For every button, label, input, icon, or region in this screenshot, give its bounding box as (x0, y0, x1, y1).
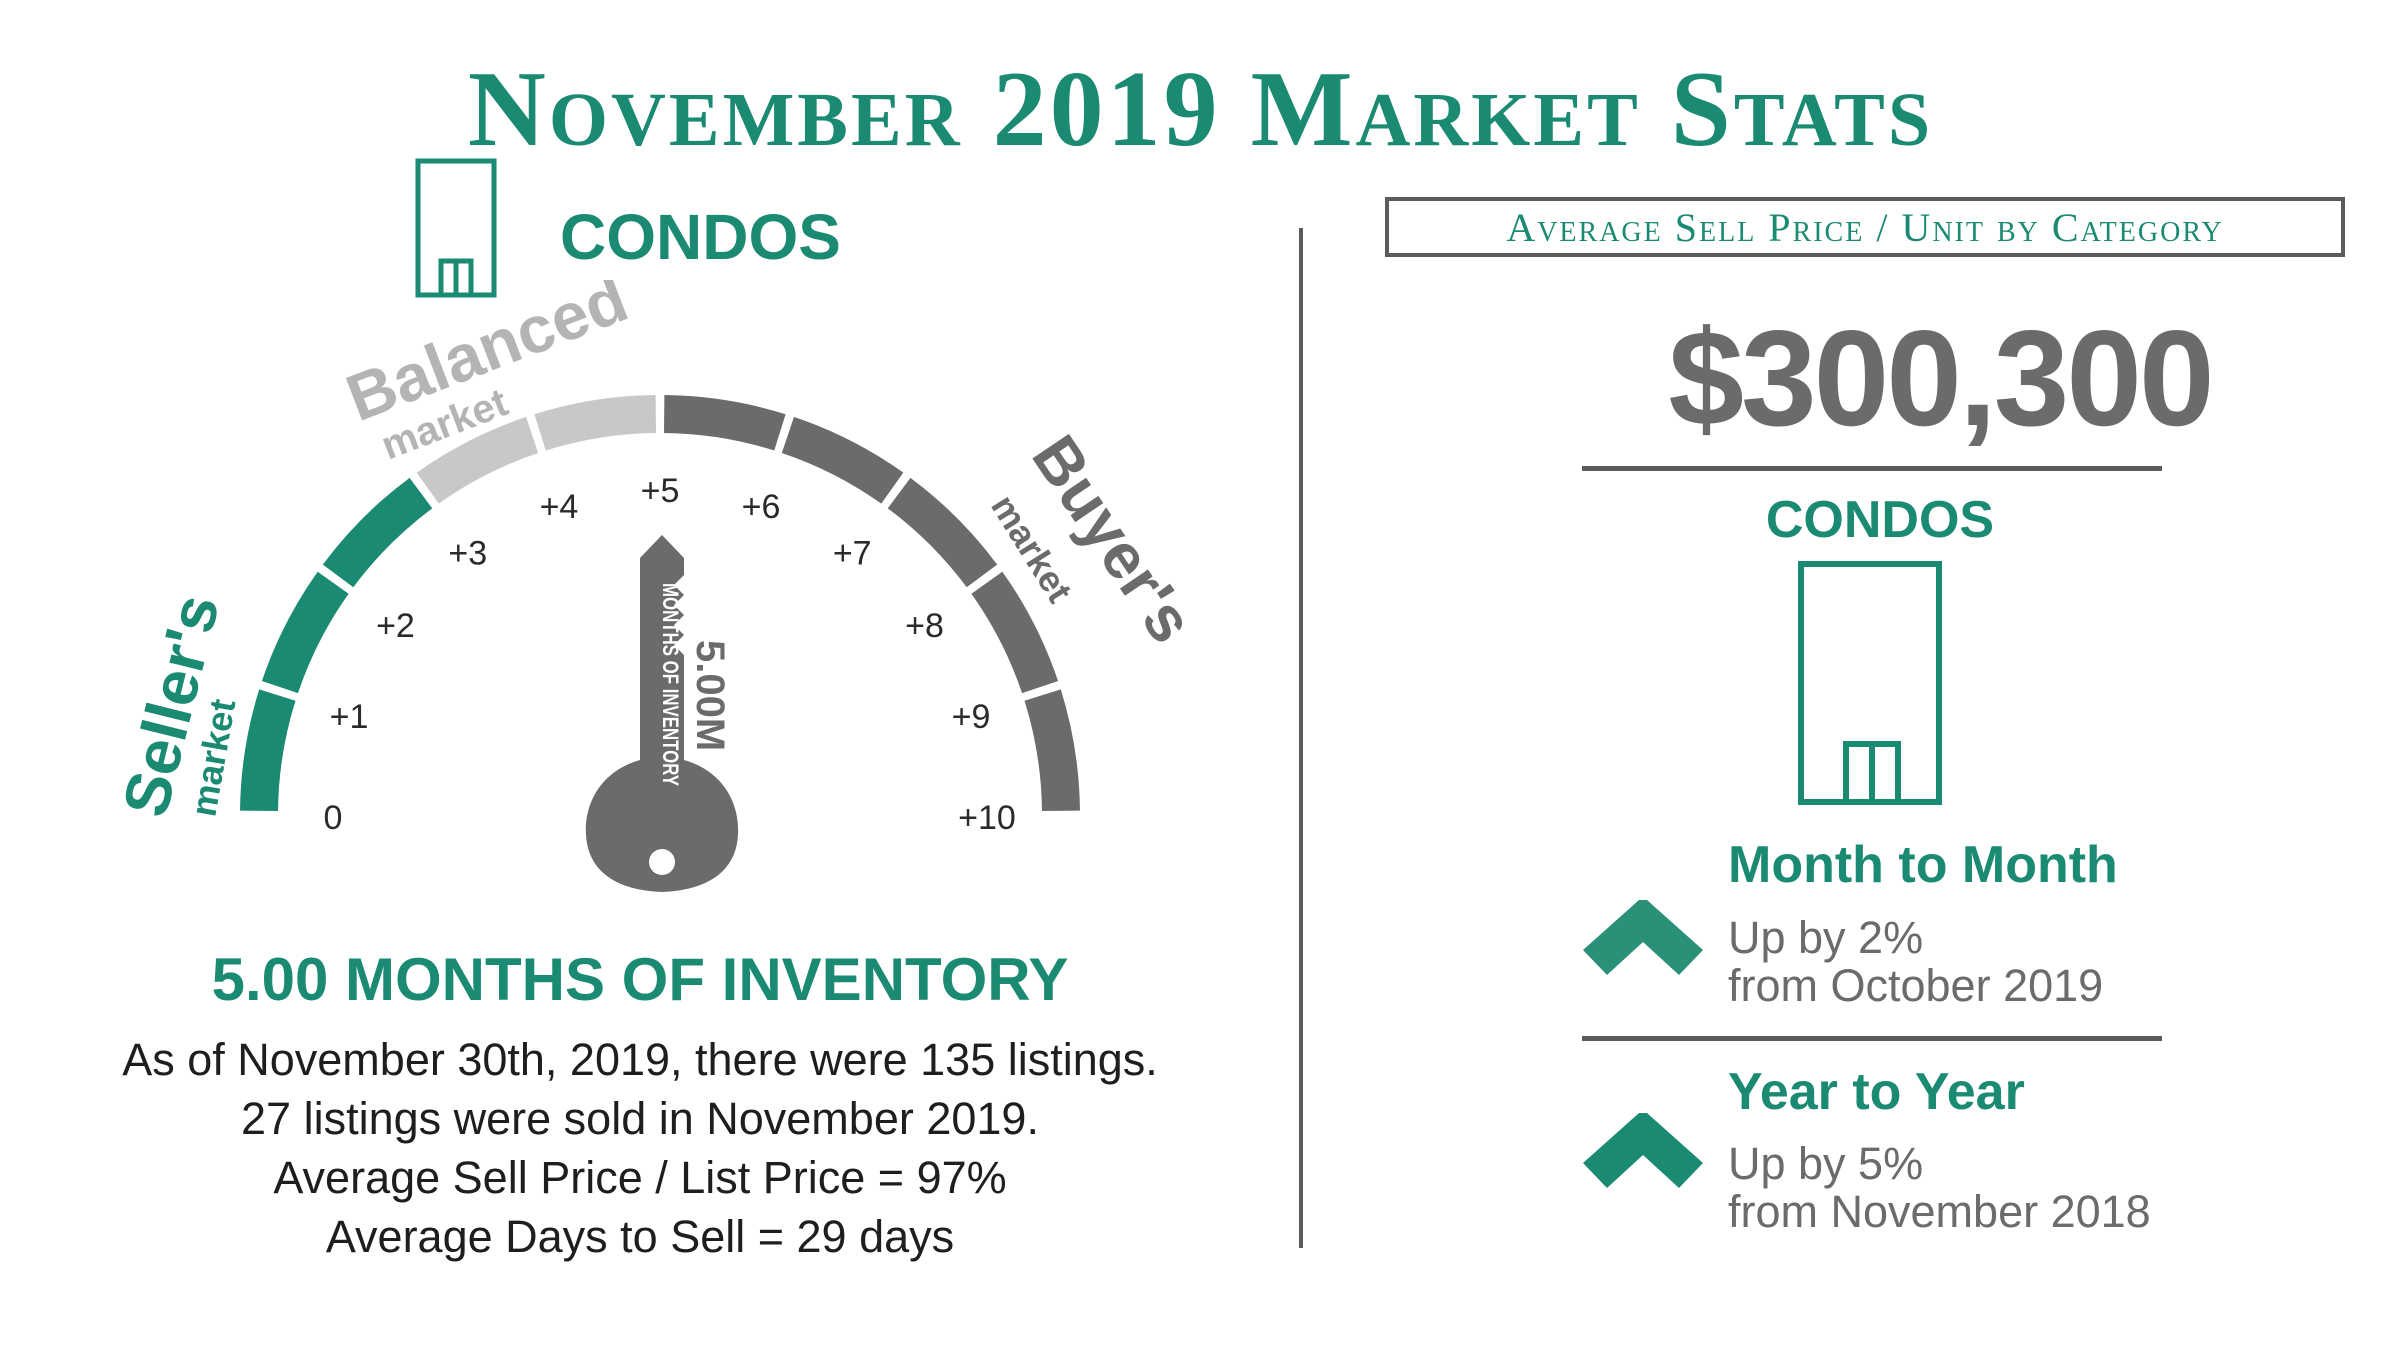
gauge-segments (240, 395, 1080, 811)
detail-line-sell-list-ratio: Average Sell Price / List Price = 97% (273, 1152, 1007, 1203)
year-to-year-change: Up by 5% (1728, 1138, 1924, 1189)
section-divider-rule (1582, 1036, 2162, 1041)
gauge-tick-label: +6 (742, 488, 781, 526)
month-to-month-chevron-up-icon (1583, 900, 1703, 975)
average-price: $300,300 (1668, 302, 2214, 454)
month-to-month-heading: Month to Month (1728, 836, 2118, 894)
condo-building-icon (415, 158, 497, 298)
gauge-tick-label: +9 (952, 698, 991, 736)
category-box-label: Average Sell Price / Unit by Category (1385, 197, 2345, 257)
key-caption-label: MONTHS OF INVENTORY (658, 583, 683, 786)
key-icon (585, 535, 739, 892)
year-to-year-heading: Year to Year (1728, 1063, 2025, 1121)
page-title: November 2019 Market Stats (467, 50, 1934, 169)
gauge-tick-labels: 0 +1 +2 +3 +4 +5 +6 +7 +8 +9 +10 (324, 472, 1016, 837)
category-box-text: Average Sell Price / Unit by Category (1506, 204, 2224, 250)
month-to-month-from: from October 2019 (1728, 960, 2104, 1011)
detail-line-sold: 27 listings were sold in November 2019. (241, 1093, 1039, 1144)
inventory-details: As of November 30th, 2019, there were 13… (40, 1030, 1240, 1266)
year-to-year-from: from November 2018 (1728, 1186, 2151, 1237)
detail-line-listings: As of November 30th, 2019, there were 13… (122, 1034, 1158, 1085)
gauge-tick-label: +10 (958, 799, 1016, 837)
column-divider (1299, 228, 1303, 1248)
inventory-gauge: 0+1+2+3+4 +5 +6+7+8+9+10 Balanced market S… (109, 280, 1200, 892)
detail-line-days-to-sell: Average Days to Sell = 29 days (325, 1211, 955, 1262)
gauge-segment-7 (887, 477, 998, 588)
left-category-label: CONDOS (560, 201, 841, 273)
price-underline (1582, 466, 2162, 471)
month-to-month-change: Up by 2% (1728, 912, 1924, 963)
gauge-segment-1 (261, 571, 349, 694)
gauge-segment-0 (240, 689, 296, 811)
year-to-year-chevron-up-icon (1583, 1113, 1703, 1188)
gauge-segment-9 (1024, 689, 1080, 811)
inventory-headline: 5.00 MONTHS OF INVENTORY (211, 946, 1069, 1013)
gauge-tick-label: +1 (330, 698, 369, 736)
gauge-tick-label: +7 (833, 534, 872, 572)
gauge-tick-label: +2 (376, 607, 415, 645)
gauge-segment-5 (664, 395, 786, 451)
gauge-tick-label: 0 (324, 799, 343, 837)
gauge-tick-label: +8 (905, 607, 944, 645)
gauge-segment-3 (416, 416, 539, 504)
gauge-tick-label: +3 (448, 534, 487, 572)
gauge-segment-6 (781, 416, 904, 504)
key-value-label: 5.00M (688, 640, 732, 751)
gauge-segment-8 (971, 571, 1059, 694)
gauge-segment-2 (322, 477, 433, 588)
gauge-tick-label: +4 (540, 488, 579, 526)
gauge-segment-4 (534, 395, 656, 451)
gauge-tick-label: +5 (641, 472, 680, 510)
condo-building-icon-large (1798, 561, 1942, 805)
right-category-label: CONDOS (1765, 491, 1995, 549)
